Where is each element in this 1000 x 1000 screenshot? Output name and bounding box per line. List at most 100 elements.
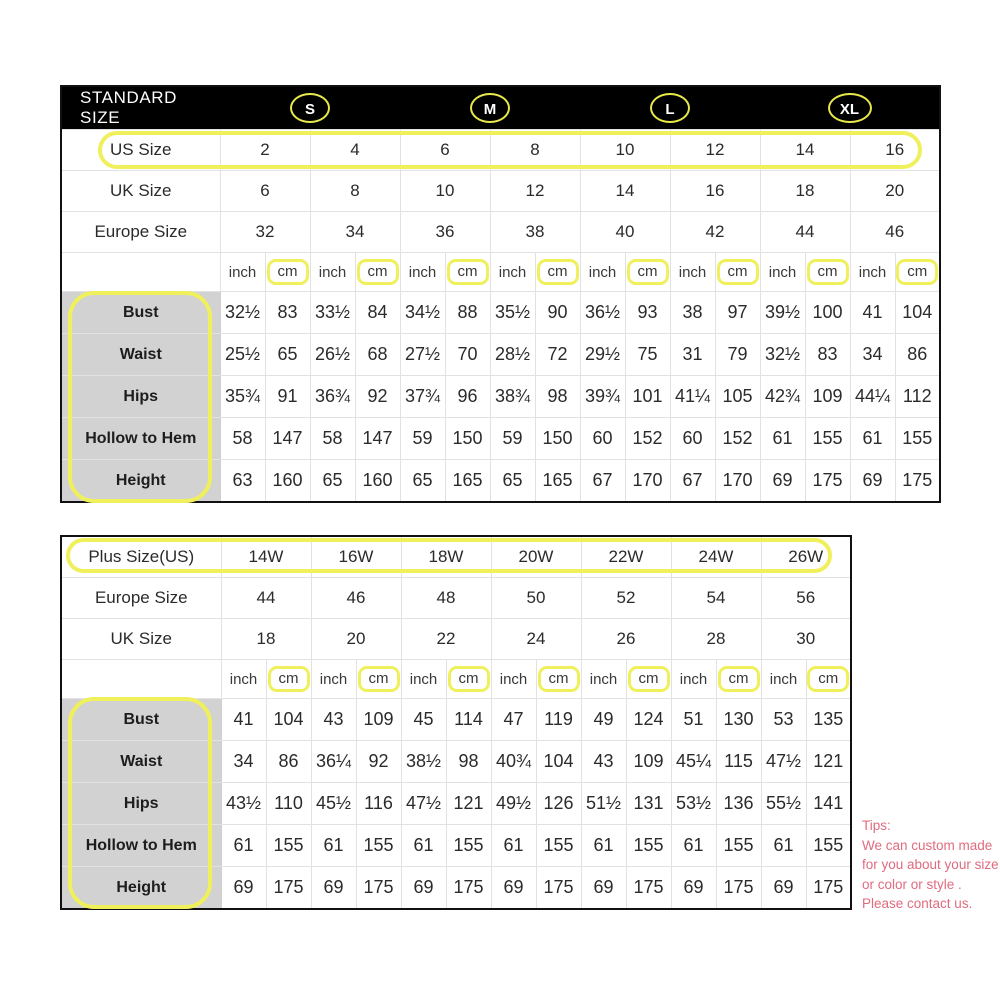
standard-meas-0-cell-6: 35½ (489, 291, 536, 334)
plus-unit-cell-12: inch (760, 659, 807, 699)
plus-meas-4-cell-10: 69 (670, 866, 717, 910)
plus-meas-3-cell-1: 155 (265, 824, 312, 867)
plus-meas-3-cell-11: 155 (715, 824, 762, 867)
plus-unit-cm-pill-5: cm (447, 665, 490, 693)
cell-plus-europe-5: 54 (670, 577, 762, 619)
plus-meas-0-cell-1: 104 (265, 698, 312, 741)
plus-meas-3-cell-9: 155 (625, 824, 672, 867)
plus-meas-2-cell-9: 131 (625, 782, 672, 825)
standard-meas-4-cell-9: 170 (624, 459, 671, 503)
standard-unit-cell-15: cm (894, 252, 941, 292)
cell-uk-size-2: 10 (399, 170, 491, 212)
cell-plus-europe-2: 48 (400, 577, 492, 619)
cell-uk-size-4: 14 (579, 170, 671, 212)
plus-meas-1-cell-13: 121 (805, 740, 852, 783)
standard-meas-1-cell-12: 32½ (759, 333, 806, 376)
standard-unit-cm-pill-7: cm (536, 258, 579, 286)
standard-table-header-bar: STANDARD SIZE S M L XL (61, 86, 940, 130)
standard-meas-1-cell-0: 25½ (219, 333, 266, 376)
tips-block: Tips: We can custom made for you about y… (862, 816, 999, 914)
plus-meas-4-cell-13: 175 (805, 866, 852, 910)
standard-meas-3-cell-10: 60 (669, 417, 716, 460)
table-row-hips: Hips 35¾ 91 36¾ 92 37¾ 96 38¾ 98 39¾ 101 41¼ 105 42¾… (60, 375, 941, 418)
plus-unit-cell-9: cm (625, 659, 672, 699)
row-label-europe-size: Europe Size (60, 211, 221, 253)
standard-unit-cell-11: cm (714, 252, 761, 292)
cell-uk-size-6: 18 (759, 170, 851, 212)
cell-europe-size-4: 40 (579, 211, 671, 253)
row-label-uk-size: UK Size (60, 170, 221, 212)
cell-plus-size-0: 14W (220, 535, 312, 578)
standard-unit-cell-12: inch (759, 252, 806, 292)
size-badge-cell-xl: XL (760, 86, 940, 130)
standard-meas-4-cell-7: 165 (534, 459, 581, 503)
cell-plus-uk-1: 20 (310, 618, 402, 660)
standard-meas-1-cell-13: 83 (804, 333, 851, 376)
standard-meas-0-cell-5: 88 (444, 291, 491, 334)
cell-us-size-7: 16 (849, 129, 941, 171)
plus-meas-1-cell-12: 47½ (760, 740, 807, 783)
standard-meas-2-cell-0: 35¾ (219, 375, 266, 418)
cell-uk-size-7: 20 (849, 170, 941, 212)
standard-meas-1-cell-14: 34 (849, 333, 896, 376)
plus-meas-1-cell-1: 86 (265, 740, 312, 783)
standard-meas-2-cell-10: 41¼ (669, 375, 716, 418)
plus-meas-2-cell-6: 49½ (490, 782, 537, 825)
cell-us-size-5: 12 (669, 129, 761, 171)
standard-meas-2-cell-7: 98 (534, 375, 581, 418)
standard-unit-cell-14: inch (849, 252, 896, 292)
standard-unit-cell-1: cm (264, 252, 311, 292)
cell-plus-uk-5: 28 (670, 618, 762, 660)
size-badge-cell-m: M (400, 86, 580, 130)
plus-meas-2-cell-10: 53½ (670, 782, 717, 825)
plus-unit-cm-pill-7: cm (537, 665, 580, 693)
standard-unit-cell-9: cm (624, 252, 671, 292)
standard-unit-cell-8: inch (579, 252, 626, 292)
plus-meas-1-cell-2: 36¼ (310, 740, 357, 783)
cell-us-size-6: 14 (759, 129, 851, 171)
plus-unit-cell-1: cm (265, 659, 312, 699)
standard-meas-3-cell-1: 147 (264, 417, 311, 460)
plus-meas-3-cell-0: 61 (220, 824, 267, 867)
plus-meas-1-cell-6: 40¾ (490, 740, 537, 783)
plus-meas-0-cell-10: 51 (670, 698, 717, 741)
standard-meas-1-cell-3: 68 (354, 333, 401, 376)
cell-plus-uk-2: 22 (400, 618, 492, 660)
plus-unit-cm-pill-13: cm (807, 665, 850, 693)
cell-us-size-4: 10 (579, 129, 671, 171)
plus-meas-3-cell-13: 155 (805, 824, 852, 867)
standard-unit-cell-2: inch (309, 252, 356, 292)
standard-unit-cm-pill-1: cm (266, 258, 309, 286)
plus-meas-4-cell-7: 175 (535, 866, 582, 910)
standard-meas-0-cell-7: 90 (534, 291, 581, 334)
plus-meas-0-cell-4: 45 (400, 698, 447, 741)
plus-meas-0-cell-3: 109 (355, 698, 402, 741)
plus-meas-0-cell-5: 114 (445, 698, 492, 741)
row-label-plus-height: Height (60, 866, 222, 910)
row-label-plus-europe-size: Europe Size (60, 577, 222, 619)
cell-europe-size-6: 44 (759, 211, 851, 253)
standard-meas-3-cell-7: 150 (534, 417, 581, 460)
plus-meas-2-cell-0: 43½ (220, 782, 267, 825)
standard-unit-cm-pill-5: cm (446, 258, 489, 286)
standard-meas-3-cell-11: 152 (714, 417, 761, 460)
plus-meas-3-cell-8: 61 (580, 824, 627, 867)
standard-meas-2-cell-4: 37¾ (399, 375, 446, 418)
cell-plus-uk-3: 24 (490, 618, 582, 660)
row-label-hollow-to-hem: Hollow to Hem (60, 417, 221, 460)
standard-meas-3-cell-0: 58 (219, 417, 266, 460)
standard-meas-2-cell-5: 96 (444, 375, 491, 418)
size-badge-xl: XL (827, 93, 872, 123)
standard-meas-0-cell-15: 104 (894, 291, 941, 334)
tips-line-4: Please contact us. (862, 896, 973, 912)
plus-meas-2-cell-12: 55½ (760, 782, 807, 825)
standard-meas-3-cell-13: 155 (804, 417, 851, 460)
table-row-plus-waist: Waist 34 86 36¼ 92 38½ 98 40¾ 104 43 109 45¼ 115 47½… (60, 740, 852, 783)
plus-meas-0-cell-0: 41 (220, 698, 267, 741)
standard-meas-4-cell-4: 65 (399, 459, 446, 503)
standard-unit-cm-pill-9: cm (626, 258, 669, 286)
cell-plus-uk-4: 26 (580, 618, 672, 660)
plus-meas-3-cell-12: 61 (760, 824, 807, 867)
cell-europe-size-7: 46 (849, 211, 941, 253)
tips-heading: Tips: (862, 818, 891, 833)
